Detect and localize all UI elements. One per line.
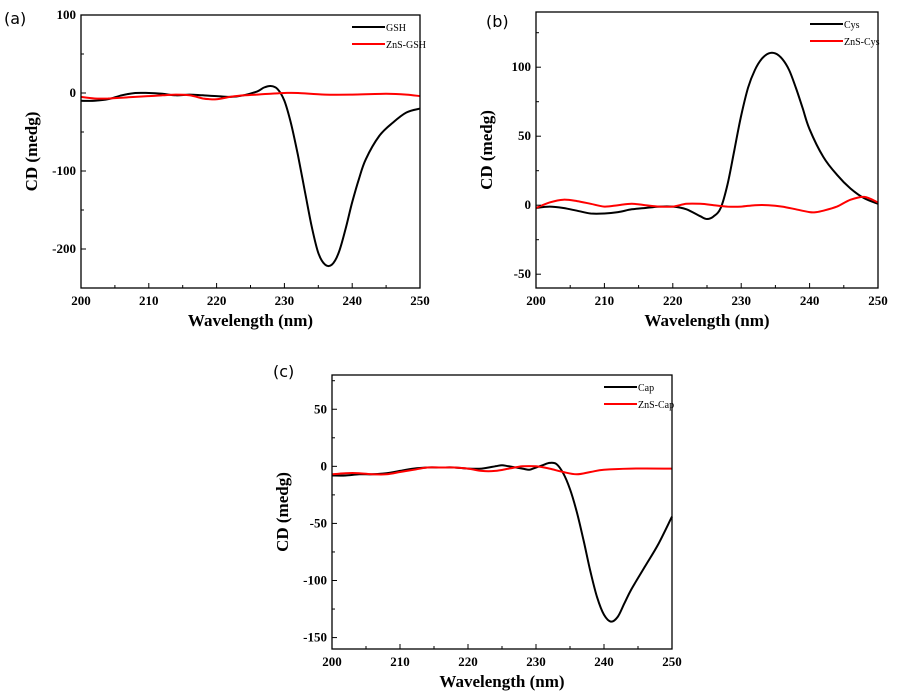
plot-frame [535,11,879,289]
x-tick-label: 250 [868,293,888,308]
y-axis-label: CD (medg) [273,472,292,552]
x-tick-label: 240 [594,654,614,669]
x-axis-label: Wavelength (nm) [439,672,564,691]
legend-label: ZnS-Cap [638,400,674,411]
y-tick-label: 0 [321,458,328,473]
y-tick-label: 100 [57,7,77,22]
y-tick-label: -50 [514,266,531,281]
panel-label: (c) [273,362,294,381]
y-tick-label: 50 [314,401,327,416]
series-line-zns-cys [535,195,879,214]
x-tick-label: 230 [526,654,546,669]
x-tick-label: 210 [390,654,410,669]
legend-label: ZnS-Cys [844,37,880,48]
chart-panel-c: (c) Cap ZnS-Cap 200 210 220 230 240 250 50 0 -50 -10… [273,362,682,691]
x-tick-label: 210 [139,293,159,308]
x-axis-label: Wavelength (nm) [188,311,313,330]
y-tick-label: 0 [525,197,532,212]
y-tick-label: -100 [52,163,76,178]
x-tick-label: 210 [595,293,615,308]
x-tick-label: 230 [731,293,751,308]
y-axis-label: CD (medg) [477,110,496,190]
y-tick-label: -100 [303,573,327,588]
series-line-zns-cap [331,465,673,476]
x-tick-label: 200 [322,654,342,669]
chart-panel-a: (a) GSH ZnS-GSH 200 210 220 230 240 250 100 0 -100 -… [4,7,430,330]
y-tick-label: 100 [512,59,532,74]
x-tick-label: 220 [458,654,478,669]
y-tick-label: -200 [52,241,76,256]
x-axis-label: Wavelength (nm) [644,311,769,330]
x-tick-label: 240 [800,293,820,308]
legend-label: ZnS-GSH [386,40,426,51]
x-tick-label: 200 [71,293,91,308]
series-line-zns-gsh [80,91,421,101]
x-tick-label: 200 [526,293,546,308]
panel-label: (b) [486,12,509,31]
legend-label: GSH [386,23,406,34]
x-tick-label: 220 [663,293,683,308]
panel-label: (a) [4,9,26,28]
y-tick-label: 50 [518,128,531,143]
y-tick-label: -150 [303,630,327,645]
x-tick-label: 220 [207,293,227,308]
y-axis-label: CD (medg) [22,112,41,192]
y-tick-label: -50 [310,515,327,530]
y-tick-label: 0 [70,85,77,100]
legend-label: Cys [844,20,860,31]
x-tick-label: 250 [410,293,430,308]
plot-frame [331,374,673,650]
x-tick-label: 250 [662,654,682,669]
x-tick-label: 240 [342,293,362,308]
series-line-cys [535,51,879,221]
chart-panel-b: (b) Cys ZnS-Cys 200 210 220 230 240 250 100 50 0 -50… [477,11,888,330]
legend-label: Cap [638,383,654,394]
series-line-cap [331,461,673,623]
x-tick-label: 230 [275,293,295,308]
series-line-gsh [80,84,421,268]
